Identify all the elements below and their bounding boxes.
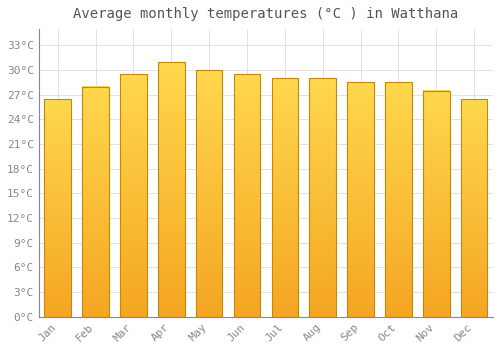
Bar [234, 74, 260, 317]
Title: Average monthly temperatures (°C ) in Watthana: Average monthly temperatures (°C ) in Wa… [74, 7, 458, 21]
Bar [272, 78, 298, 317]
Bar [196, 70, 222, 317]
Bar [348, 83, 374, 317]
Bar [158, 62, 184, 317]
Bar [461, 99, 487, 317]
Bar [82, 86, 109, 317]
Bar [385, 83, 411, 317]
Bar [310, 78, 336, 317]
Bar [44, 99, 71, 317]
Bar [120, 74, 146, 317]
Bar [423, 91, 450, 317]
